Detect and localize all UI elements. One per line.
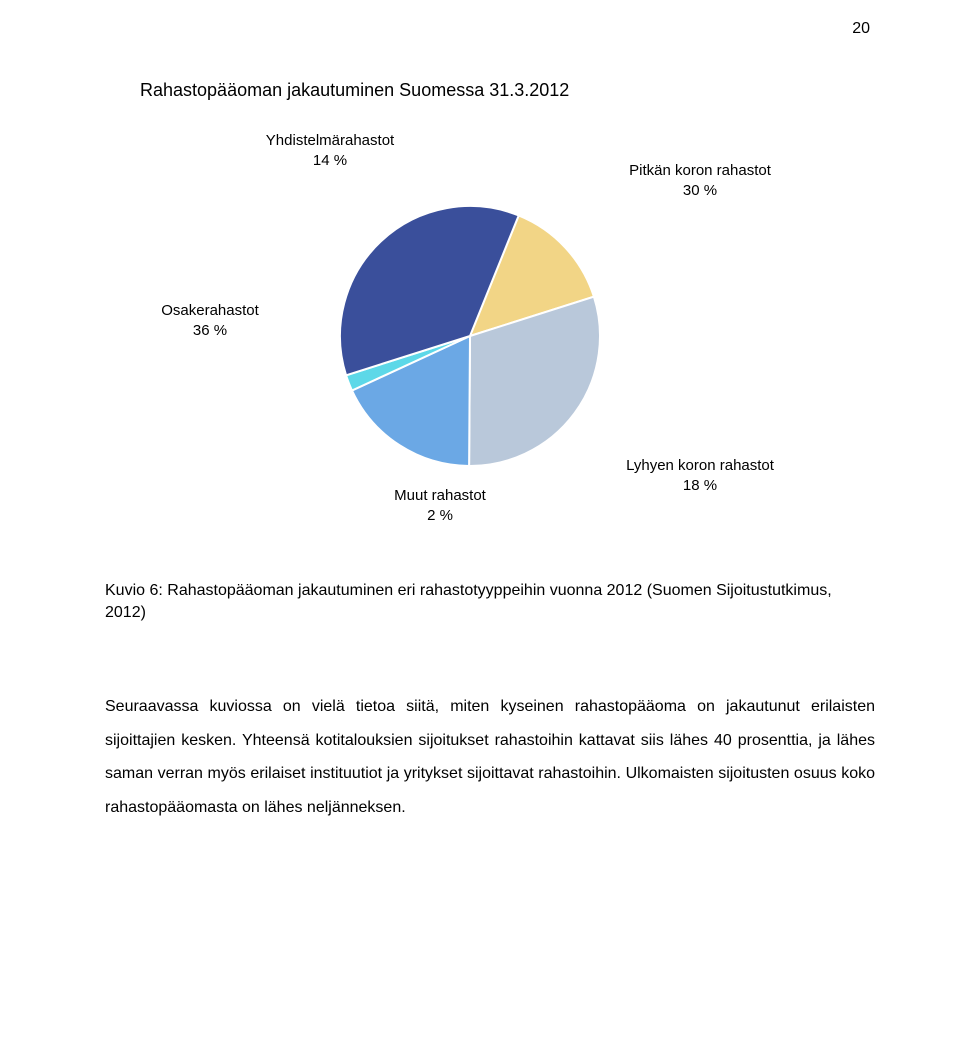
chart-area: Yhdistelmärahastot 14 % Pitkän koron raha… — [140, 126, 800, 526]
figure-caption-block: Kuvio 6: Rahastopääoman jakautuminen eri… — [105, 580, 875, 625]
pie-slice-label: Muut rahastot 2 % — [370, 486, 510, 525]
body-paragraph: Seuraavassa kuviossa on vielä tietoa sii… — [105, 690, 875, 824]
pie-chart-container: Rahastopääoman jakautuminen Suomessa 31.… — [140, 80, 800, 526]
figure-caption: Kuvio 6: Rahastopääoman jakautuminen eri… — [105, 580, 875, 625]
pie-slice-label: Osakerahastot 36 % — [140, 301, 280, 340]
chart-title: Rahastopääoman jakautuminen Suomessa 31.… — [140, 80, 800, 101]
pie-chart — [330, 196, 610, 476]
page-number: 20 — [852, 20, 870, 38]
pie-slice-label: Pitkän koron rahastot 30 % — [610, 161, 790, 200]
pie-slice-label: Lyhyen koron rahastot 18 % — [600, 456, 800, 495]
pie-slice-label: Yhdistelmärahastot 14 % — [240, 131, 420, 170]
